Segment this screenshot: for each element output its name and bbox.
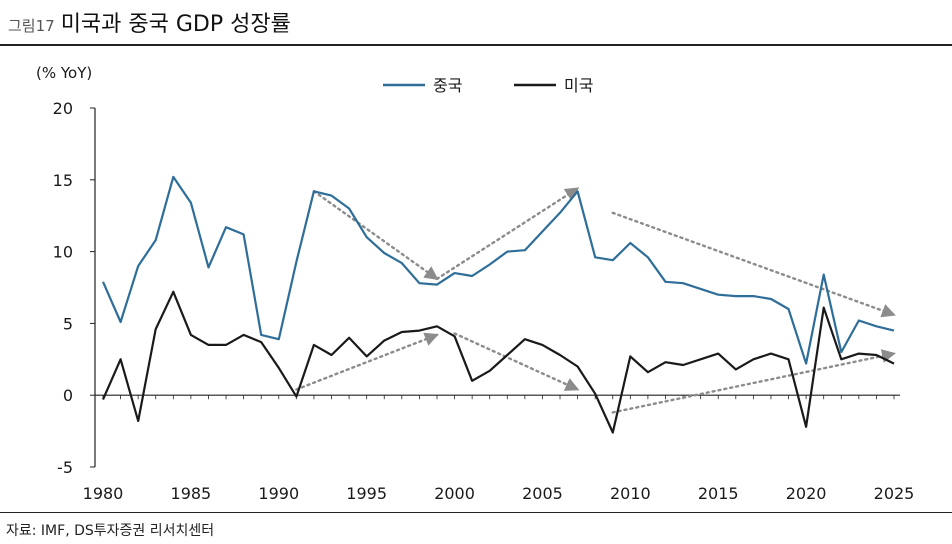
series-lines: [101, 175, 895, 434]
x-tick-label: 2005: [522, 484, 563, 503]
x-tick-label: 2025: [874, 484, 915, 503]
figure-title: 미국과 중국 GDP 성장률: [60, 12, 291, 37]
y-tick-label: 10: [53, 243, 73, 262]
axes: -5 0 5 10 15 20 1980 1985 1990 1995 2000 2005 2010 20…: [53, 99, 915, 503]
y-unit-label: (% YoY): [36, 64, 92, 82]
top-rule: [0, 44, 952, 46]
x-tick-label: 1990: [258, 484, 299, 503]
source-note: 자료: IMF, DS투자증권 리서치센터: [6, 523, 215, 539]
x-tick-label: 2000: [434, 484, 475, 503]
y-tick-label: 0: [63, 386, 73, 405]
trend-arrow: [312, 190, 439, 281]
x-tick-label: 2015: [698, 484, 739, 503]
trend-arrow: [435, 187, 580, 281]
x-tick-label: 1985: [171, 484, 212, 503]
y-tick-label: 5: [63, 314, 73, 333]
figure-number: 그림17: [8, 17, 55, 35]
y-tick-label: 15: [53, 171, 73, 190]
trend-arrow: [611, 211, 896, 318]
x-tick-label: 1995: [346, 484, 387, 503]
y-tick-label: -5: [57, 458, 73, 477]
legend: 중국 미국: [383, 76, 593, 95]
trend-arrow: [453, 332, 580, 391]
x-tick-label: 2020: [786, 484, 827, 503]
bottom-rule: [0, 512, 952, 513]
x-tick-label: 1980: [83, 484, 124, 503]
trend-arrow: [295, 332, 439, 391]
trend-arrows: [295, 187, 896, 414]
legend-label: 중국: [433, 76, 462, 95]
gdp-growth-chart: (% YoY) -5 0 5 10 15 20 1980 1985 1990 1995 2000 20…: [36, 64, 915, 503]
legend-label: 미국: [564, 76, 593, 95]
series-line-0: [101, 175, 895, 365]
series-line-1: [101, 290, 895, 434]
trend-arrow: [611, 349, 896, 414]
x-tick-label: 2010: [610, 484, 651, 503]
figure-header: 그림17 미국과 중국 GDP 성장률: [8, 6, 291, 40]
y-tick-label: 20: [53, 99, 73, 118]
